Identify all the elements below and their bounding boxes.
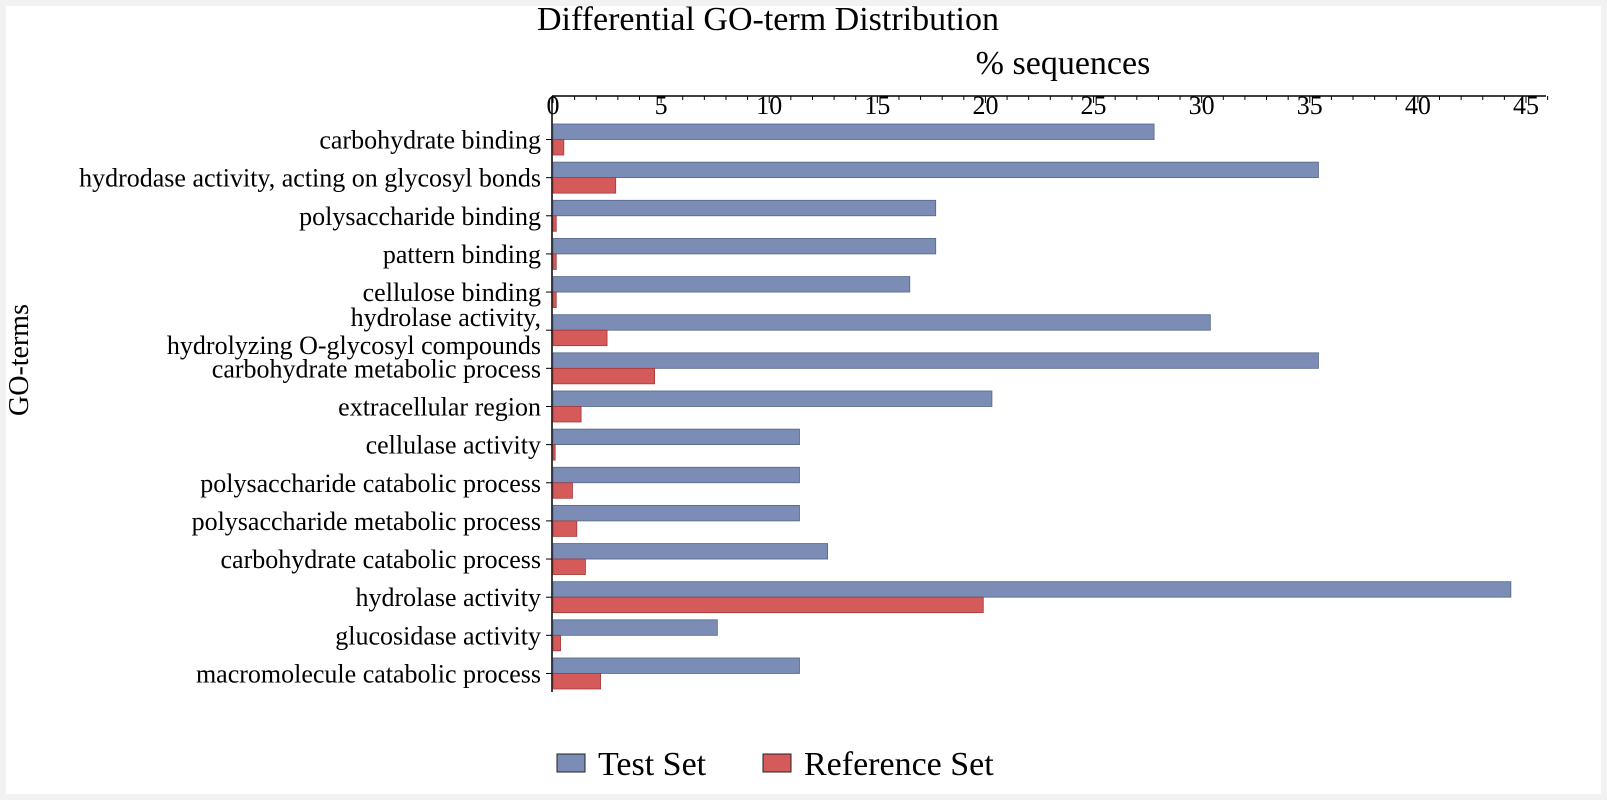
- bar-reference-set: [552, 634, 561, 652]
- category-label: glucosidase activity: [335, 621, 541, 650]
- category-label: pattern binding: [383, 240, 541, 269]
- x-tick-label: 15: [864, 91, 890, 120]
- bar-test-set: [552, 238, 937, 255]
- category-label: polysaccharide metabolic process: [192, 507, 541, 536]
- chart-title: Differential GO-term Distribution: [537, 1, 999, 38]
- bar-test-set: [552, 466, 800, 484]
- x-tick-label: 10: [756, 91, 782, 120]
- y-axis-label: GO-terms: [4, 304, 35, 416]
- bar-reference-set: [552, 177, 617, 194]
- legend: Test Set Reference Set: [556, 746, 994, 783]
- category-label: hydrolase activity, hydrolyzing O-glycosy…: [167, 303, 541, 360]
- bar-test-set: [552, 504, 800, 522]
- bar-reference-set: [552, 367, 656, 385]
- x-tick-label: 0: [547, 91, 560, 120]
- x-axis-label: % sequences: [976, 45, 1151, 82]
- x-tick-label: 45: [1513, 91, 1539, 120]
- category-label-line: hydrolyzing O-glycosyl compounds: [167, 331, 541, 360]
- bar-test-set: [552, 657, 800, 674]
- category-label: cellulose binding: [363, 278, 541, 307]
- bar-test-set: [552, 352, 1319, 369]
- x-tick-label: 5: [655, 91, 668, 120]
- bar-reference-set: [552, 291, 557, 308]
- bar-test-set: [552, 123, 1155, 140]
- category-label: macromolecule catabolic process: [196, 659, 541, 688]
- bar-reference-set: [552, 482, 573, 499]
- bar-reference-set: [552, 253, 557, 270]
- category-label: hydrodase activity, acting on glycosyl b…: [79, 164, 541, 193]
- category-label: polysaccharide catabolic process: [200, 469, 541, 498]
- bar-reference-set: [552, 673, 601, 690]
- bar-test-set: [552, 543, 829, 560]
- category-label: cellulase activity: [366, 431, 541, 460]
- x-tick-label: 40: [1405, 91, 1431, 120]
- bar-test-set: [552, 161, 1319, 179]
- legend-swatch: [556, 753, 586, 773]
- bar-test-set: [552, 428, 800, 446]
- bar-reference-set: [552, 215, 557, 232]
- x-tick-label: 25: [1081, 91, 1107, 120]
- bar-reference-set: [552, 329, 608, 347]
- category-label: carbohydrate catabolic process: [220, 545, 541, 574]
- legend-label: Reference Set: [804, 746, 994, 783]
- category-label: extracellular region: [338, 392, 541, 421]
- category-label: carbohydrate binding: [319, 126, 541, 155]
- bar-test-set: [552, 390, 993, 407]
- axes: [551, 95, 1546, 692]
- x-tick-label: 35: [1297, 91, 1323, 120]
- category-label: carbohydrate metabolic process: [212, 354, 541, 383]
- bar-reference-set: [552, 558, 586, 575]
- x-tick-label: 20: [972, 91, 998, 120]
- bar-test-set: [552, 581, 1512, 598]
- bar-test-set: [552, 276, 911, 293]
- category-labels: carbohydrate binding hydrodase activity, …: [79, 126, 541, 689]
- category-label-line: hydrolase activity,: [351, 303, 541, 332]
- legend-swatch: [762, 753, 792, 773]
- x-ticks: 0 5 10 15 20 25 30 35 40 45: [547, 91, 1549, 120]
- category-label: hydrolase activity: [355, 583, 541, 612]
- bar-test-set: [552, 199, 937, 217]
- bar-reference-set: [552, 596, 984, 614]
- legend-label: Test Set: [598, 746, 707, 783]
- bar-test-set: [552, 314, 1211, 331]
- bars: [546, 123, 1512, 690]
- bar-reference-set: [552, 406, 582, 423]
- bar-reference-set: [552, 139, 565, 156]
- bar-reference-set: [552, 444, 556, 461]
- bar-reference-set: [552, 520, 578, 537]
- category-label: polysaccharide binding: [299, 202, 541, 231]
- x-tick-label: 30: [1189, 91, 1215, 120]
- bar-test-set: [552, 619, 718, 636]
